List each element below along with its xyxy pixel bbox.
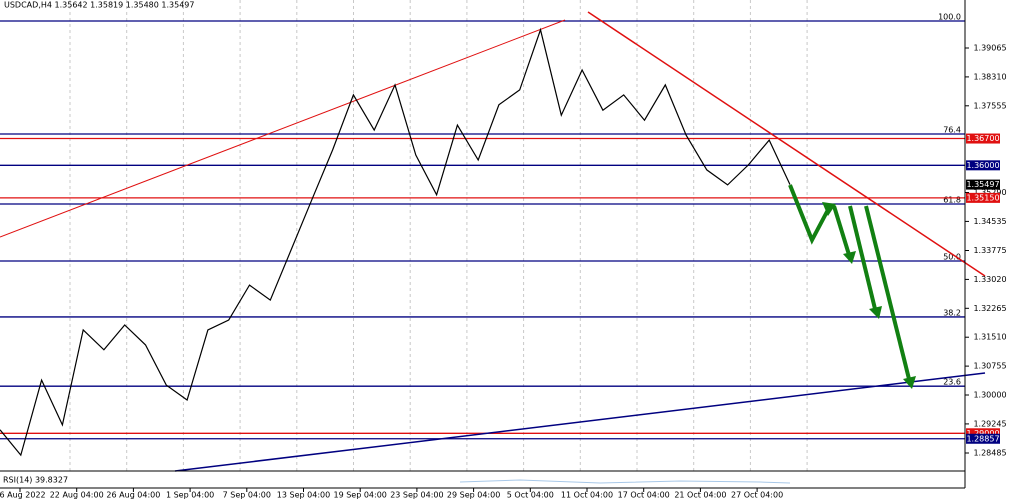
price-tag-label: 1.35150: [966, 193, 999, 202]
x-tick-label: 16 Aug 2022: [0, 491, 46, 500]
arrow: [864, 205, 912, 384]
price-tag-label: 1.36700: [966, 134, 999, 143]
x-tick-label: 11 Oct 04:00: [561, 491, 613, 500]
rsi-line: [459, 479, 791, 484]
arrow-head: [869, 306, 882, 319]
x-tick-label: 29 Sep 04:00: [447, 491, 500, 500]
price-tag-label: 1.35497: [966, 180, 999, 189]
arrow-head: [822, 202, 836, 216]
trend-line-down: [587, 11, 986, 277]
y-tick-label: 1.29245: [973, 419, 1006, 428]
indicator-label: RSI(14) 39.8327: [3, 476, 68, 485]
price-tag: [966, 179, 1000, 190]
price-tag-label: 1.29000: [966, 429, 999, 438]
y-tick-label: 1.39065: [973, 44, 1006, 53]
y-tick-label: 1.30755: [973, 362, 1006, 371]
arrow-head: [843, 251, 856, 264]
x-tick-label: 13 Sep 04:00: [277, 491, 330, 500]
y-tick-label: 1.38310: [973, 72, 1006, 81]
levels: 100.0 76.4 61.8 50.0 38.2 23.6: [0, 13, 965, 440]
arrow: [848, 205, 878, 314]
x-tick-label: 5 Oct 04:00: [507, 491, 554, 500]
level-label: 61.8: [943, 195, 961, 204]
x-tick-label: 1 Sep 04:00: [166, 491, 214, 500]
y-tick-label: 1.35290: [973, 188, 1006, 197]
x-tick-label: 21 Oct 04:00: [674, 491, 726, 500]
price-tag: [966, 133, 1000, 144]
arrow-head: [903, 376, 916, 389]
price-tag: [966, 160, 1000, 171]
x-tick-label: 7 Sep 04:00: [223, 491, 271, 500]
level-label: 38.2: [943, 308, 961, 317]
x-tick-label: 23 Sep 04:00: [390, 491, 443, 500]
y-tick-label: 1.34535: [973, 217, 1006, 226]
x-tick-label: 26 Aug 04:00: [106, 491, 160, 500]
x-tick-label: 27 Oct 04:00: [731, 491, 783, 500]
price-tag: [966, 428, 1000, 439]
price-tag-label: 1.28857: [966, 434, 999, 443]
x-tick-label: 22 Aug 04:00: [50, 491, 104, 500]
arrow: [832, 205, 852, 259]
y-tick-label: 1.33020: [973, 275, 1006, 284]
y-tick-label: 1.30000: [973, 391, 1006, 400]
x-tick-label: 19 Sep 04:00: [333, 491, 386, 500]
axes: 1.39065 1.38310 1.37555 1.35290 1.34535 1.337…: [0, 44, 1007, 500]
x-tick-label: 17 Oct 04:00: [618, 491, 670, 500]
level-label: 50.0: [943, 253, 961, 262]
y-tick-label: 1.37555: [973, 101, 1006, 110]
series: [0, 27, 791, 457]
level-label: 23.6: [943, 378, 961, 387]
header: USDCAD,H4 1.35642 1.35819 1.35480 1.3549…: [4, 1, 194, 10]
support-line: [174, 372, 986, 472]
price-tag: [966, 433, 1000, 444]
forecast-arrows: [788, 184, 912, 384]
level-label: 76.4: [943, 126, 961, 135]
price-line: [0, 27, 791, 457]
y-tick-label: 1.28485: [973, 449, 1006, 458]
arrow-heads: [822, 202, 916, 389]
y-tick-label: 1.31510: [973, 333, 1006, 342]
arrow: [788, 184, 832, 245]
level-label: 100.0: [938, 13, 961, 22]
y-tick-label: 1.32265: [973, 304, 1006, 313]
price-tag: [966, 192, 1000, 203]
y-tick-label: 1.33775: [973, 246, 1006, 255]
trend-line-up: [0, 19, 566, 238]
price-tag-label: 1.36000: [966, 161, 999, 170]
